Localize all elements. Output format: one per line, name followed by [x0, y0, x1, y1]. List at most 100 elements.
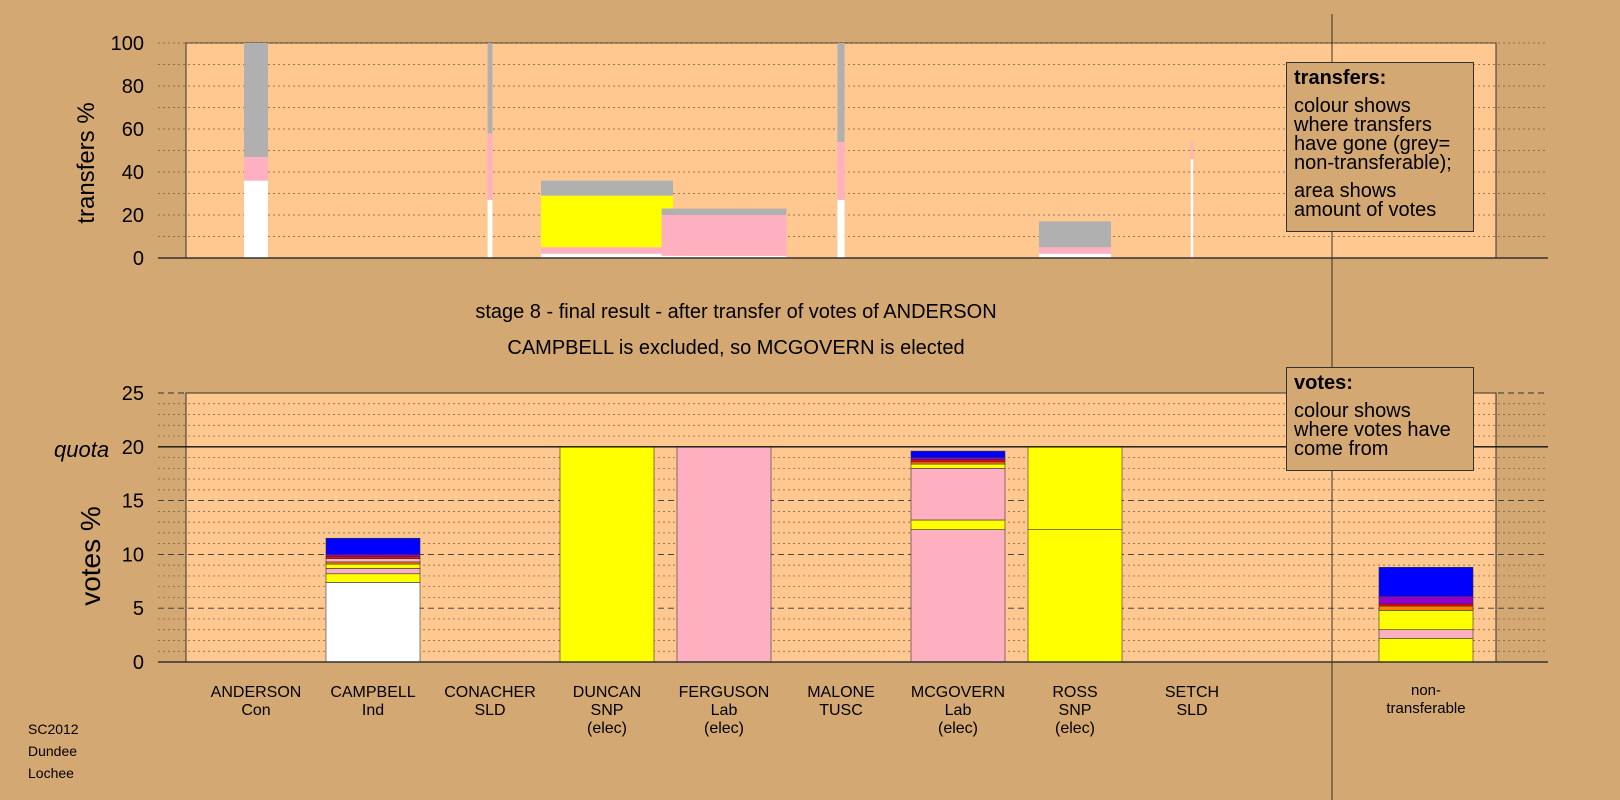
vote-segment-mcgovern — [910, 519, 1006, 530]
vote-segment-campbell — [325, 537, 421, 555]
vote-segment-non-transferable — [1378, 596, 1474, 605]
transfers-legend-title: transfers: — [1294, 67, 1387, 89]
vote-segment-non-transferable — [1378, 629, 1474, 639]
transfer-segment-ferguson — [661, 215, 787, 256]
vote-segment-campbell — [325, 554, 421, 557]
vote-segment-mcgovern — [910, 468, 1006, 521]
vote-segment-campbell — [325, 556, 421, 560]
candidate-label-setch: SLD — [1176, 702, 1207, 719]
transfers-tick-label: 0 — [133, 248, 144, 270]
vote-segment-campbell — [325, 573, 421, 583]
vote-segment-campbell — [325, 582, 421, 663]
vote-segment-ross — [1027, 529, 1123, 663]
chart-title-line2: CAMPBELL is excluded, so MCGOVERN is ele… — [507, 337, 964, 359]
vote-segment-non-transferable — [1378, 567, 1474, 597]
transfers-legend-text-area: area shows amount of votes — [1294, 180, 1437, 221]
candidate-label-anderson: Con — [241, 702, 270, 719]
candidate-label-mcgovern: MCGOVERN — [911, 684, 1005, 701]
transfer-segment-setch — [1190, 141, 1194, 160]
chart-title-line1: stage 8 - final result - after transfer … — [475, 301, 996, 323]
candidate-label-campbell: Ind — [362, 702, 384, 719]
candidate-label-mcgovern: Lab — [945, 702, 972, 719]
footnote-election: SC2012 — [28, 721, 79, 737]
transfer-segment-conacher — [487, 199, 493, 258]
transfer-segment-duncan — [541, 180, 673, 196]
transfers-tick-label: 40 — [122, 162, 144, 184]
vote-segment-mcgovern — [910, 461, 1006, 465]
transfer-segment-ross — [1039, 221, 1111, 248]
vote-segment-ferguson — [676, 446, 772, 663]
transfer-segment-conacher — [487, 133, 493, 200]
vote-segment-non-transferable — [1378, 603, 1474, 607]
transfers-tick-label: 100 — [111, 33, 144, 55]
transfers-tick-label: 80 — [122, 76, 144, 98]
transfer-segment-conacher — [487, 43, 493, 134]
vote-segment-mcgovern — [910, 457, 1006, 461]
nontransferable-label: non- — [1411, 682, 1441, 699]
candidate-label-ross: ROSS — [1052, 684, 1097, 701]
candidate-label-malone: MALONE — [807, 684, 875, 701]
transfer-segment-setch — [1190, 159, 1194, 258]
vote-segment-mcgovern — [910, 529, 1006, 663]
vote-segment-non-transferable — [1378, 605, 1474, 611]
bars-layer — [244, 43, 1474, 663]
transfer-segment-ross — [1039, 253, 1111, 258]
nontransferable-label: transferable — [1386, 700, 1465, 717]
transfer-segment-duncan — [541, 247, 673, 254]
candidate-label-anderson: ANDERSON — [211, 684, 302, 701]
vote-segment-campbell — [325, 563, 421, 569]
votes-legend: votes: colour shows where votes have com… — [1286, 367, 1474, 471]
votes-tick-label: 0 — [133, 652, 144, 674]
transfer-segment-duncan — [541, 195, 673, 248]
transfers-tick-label: 60 — [122, 119, 144, 141]
candidate-label-duncan: SNP — [591, 702, 624, 719]
vote-segment-campbell — [325, 568, 421, 575]
votes-tick-label: 5 — [133, 598, 144, 620]
votes-tick-label: 10 — [122, 544, 144, 566]
vote-segment-non-transferable — [1378, 638, 1474, 663]
footnote: SC2012 Dundee Lochee — [28, 718, 79, 784]
candidate-label-ross: (elec) — [1055, 720, 1095, 737]
quota-label: quota — [54, 437, 109, 462]
transfers-tick-label: 20 — [122, 205, 144, 227]
transfer-segment-ferguson — [661, 255, 787, 258]
candidate-label-ferguson: FERGUSON — [679, 684, 770, 701]
candidate-label-conacher: SLD — [474, 702, 505, 719]
transfers-axis-label: transfers % — [73, 102, 100, 223]
transfers-legend-text-colour: colour shows where transfers have gone (… — [1294, 95, 1452, 174]
candidate-label-duncan: (elec) — [587, 720, 627, 737]
candidate-label-malone: TUSC — [819, 702, 863, 719]
transfer-segment-ferguson — [661, 208, 787, 215]
transfer-segment-malone — [837, 141, 845, 200]
transfer-segment-malone — [837, 199, 845, 258]
vote-segment-campbell — [325, 561, 421, 565]
candidate-label-ross: SNP — [1059, 702, 1092, 719]
transfer-segment-anderson — [244, 156, 268, 181]
footnote-ward: Lochee — [28, 765, 74, 781]
votes-legend-text: colour shows where votes have come from — [1294, 400, 1451, 460]
candidate-label-duncan: DUNCAN — [573, 684, 641, 701]
transfer-segment-anderson — [244, 43, 268, 157]
votes-tick-label-quota: 20 — [122, 437, 144, 459]
vote-segment-non-transferable — [1378, 610, 1474, 631]
transfer-segment-ross — [1039, 247, 1111, 254]
vote-segment-duncan — [559, 446, 655, 663]
votes-axis-label: votes % — [75, 506, 106, 606]
candidate-label-conacher: CONACHER — [444, 684, 536, 701]
vote-segment-mcgovern — [910, 459, 1006, 463]
footnote-council: Dundee — [28, 743, 78, 759]
votes-legend-title: votes: — [1294, 372, 1353, 394]
vote-segment-campbell — [325, 558, 421, 563]
candidate-label-campbell: CAMPBELL — [330, 684, 415, 701]
votes-tick-label: 25 — [122, 383, 144, 405]
candidate-label-mcgovern: (elec) — [938, 720, 978, 737]
transfer-segment-anderson — [244, 180, 268, 258]
transfer-segment-duncan — [541, 253, 673, 258]
candidate-label-setch: SETCH — [1165, 684, 1219, 701]
transfer-segment-malone — [837, 43, 845, 142]
vote-segment-mcgovern — [910, 450, 1006, 458]
transfers-legend: transfers: colour shows where transfers … — [1286, 62, 1474, 232]
vote-segment-mcgovern — [910, 463, 1006, 469]
vote-segment-ross — [1027, 446, 1123, 530]
